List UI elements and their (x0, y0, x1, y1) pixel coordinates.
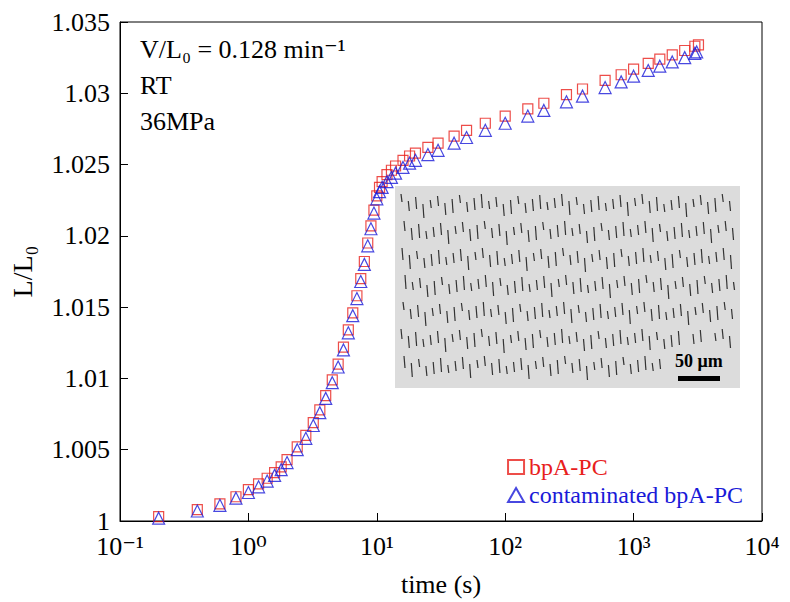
svg-text:10⁴: 10⁴ (744, 532, 779, 561)
svg-text:1.005: 1.005 (52, 435, 111, 464)
svg-text:1.03: 1.03 (65, 79, 111, 108)
svg-text:RT: RT (140, 71, 172, 100)
svg-text:1.025: 1.025 (52, 150, 111, 179)
svg-text:time (s): time (s) (401, 570, 481, 599)
svg-text:10²: 10² (488, 532, 522, 561)
svg-text:10³: 10³ (617, 532, 651, 561)
svg-text:bpA-PC: bpA-PC (529, 454, 608, 480)
svg-text:1.015: 1.015 (52, 293, 111, 322)
svg-text:contaminated bpA-PC: contaminated bpA-PC (529, 482, 743, 508)
svg-text:L/L₀: L/L₀ (7, 246, 38, 298)
svg-text:10⁰: 10⁰ (230, 532, 266, 561)
svg-text:36MPa: 36MPa (140, 107, 216, 136)
svg-text:1.02: 1.02 (65, 221, 111, 250)
svg-text:V/L₀ = 0.128 min⁻¹: V/L₀ = 0.128 min⁻¹ (140, 35, 346, 64)
svg-text:1.035: 1.035 (52, 8, 111, 37)
svg-text:50 μm: 50 μm (675, 351, 723, 371)
svg-text:1: 1 (97, 506, 110, 536)
svg-text:10⁻¹: 10⁻¹ (96, 532, 144, 561)
svg-text:10¹: 10¹ (360, 532, 394, 561)
svg-text:1.01: 1.01 (65, 364, 111, 393)
